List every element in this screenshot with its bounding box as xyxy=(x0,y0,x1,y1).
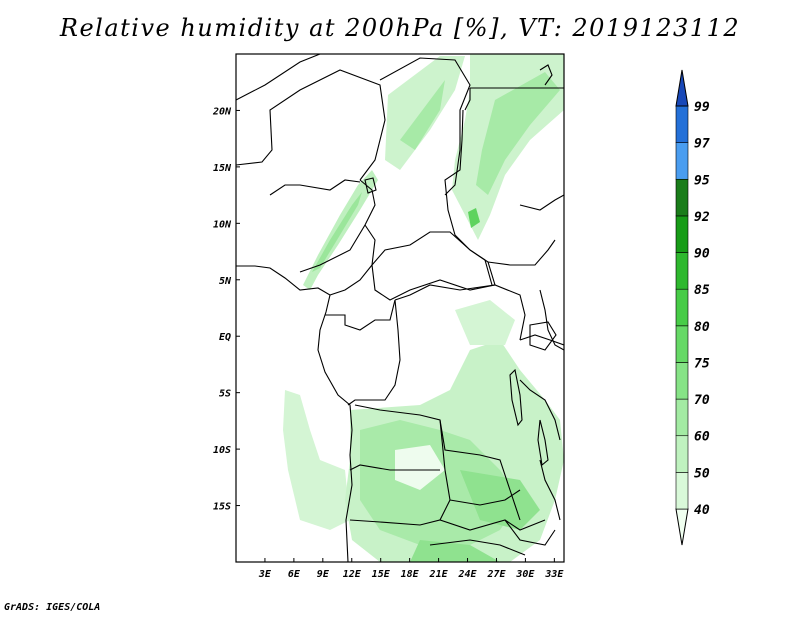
lat-tick-label: 5S xyxy=(219,389,231,400)
border-namibia xyxy=(349,519,546,531)
humidity-area-central-east xyxy=(455,300,515,345)
border-drc-south xyxy=(354,404,521,521)
colorbar-segment xyxy=(675,325,689,363)
lat-tick-label: 20N xyxy=(212,106,232,117)
lat-tick-label: 15N xyxy=(213,163,232,174)
axis-ticks: 3E 6E 9E 12E 15E 18E 21E 24E 27E 30E 33E 20N 15N 10N 5… xyxy=(212,106,564,580)
border-botswana xyxy=(429,539,526,556)
lat-tick-label: 10N xyxy=(213,219,232,230)
border-car xyxy=(371,231,496,301)
border-angola-south xyxy=(349,464,440,471)
lake-malawi xyxy=(537,419,549,467)
colorbar-level-label: 92 xyxy=(694,210,710,225)
lake-chad xyxy=(364,177,377,194)
colorbar-segment xyxy=(675,215,689,253)
colorbar-segment xyxy=(675,142,689,180)
colorbar-level-label: 70 xyxy=(694,393,710,408)
border-angola-east xyxy=(439,419,451,521)
border-zimbabwe xyxy=(504,519,556,546)
colorbar-segment xyxy=(675,288,689,327)
border-algeria-libya xyxy=(236,54,321,101)
colorbar-level-label: 95 xyxy=(694,173,710,188)
colorbar-segment xyxy=(675,398,689,437)
lon-tick-label: 24E xyxy=(457,569,477,580)
border-nigeria-west xyxy=(269,179,361,196)
colorbar-segment xyxy=(675,105,689,143)
border-ethiopia-sudan xyxy=(519,194,564,211)
colorbar-level-label: 50 xyxy=(694,466,710,481)
humidity-area-south-east xyxy=(460,470,540,530)
lon-tick-label: 33E xyxy=(544,569,564,580)
lake-tanganyika xyxy=(509,368,523,427)
colorbar-segment xyxy=(675,362,689,400)
border-tanzania xyxy=(519,379,561,441)
colorbar-segment xyxy=(675,252,689,290)
lon-tick-label: 30E xyxy=(515,569,535,580)
border-zambia xyxy=(449,489,521,506)
coast-red-sea xyxy=(539,64,553,86)
map-frame xyxy=(235,53,565,563)
lon-tick-label: 3E xyxy=(258,569,272,580)
border-east-africa xyxy=(519,334,564,346)
colorbar-level-label: 90 xyxy=(694,247,710,262)
colorbar-level-label: 40 xyxy=(694,503,710,518)
lon-tick-label: 12E xyxy=(343,569,362,580)
coastline-west xyxy=(236,265,353,562)
grads-credit: GrADS: IGES/COLA xyxy=(4,602,101,613)
colorbar-level-label: 85 xyxy=(694,283,710,298)
border-mali-niger xyxy=(236,69,386,181)
humidity-area-north-strip-core xyxy=(400,80,445,150)
colorbar-level-label: 97 xyxy=(694,137,710,152)
lon-tick-label: 6E xyxy=(288,569,301,580)
colorbar-segment xyxy=(675,178,689,217)
country-borders xyxy=(236,54,564,562)
humidity-area-south-gap xyxy=(395,445,445,490)
lon-tick-label: 15E xyxy=(372,569,391,580)
border-mozambique xyxy=(539,459,561,521)
colorbar-level-label: 60 xyxy=(694,430,710,445)
map-title: Relative humidity at 200hPa [%], VT: 201… xyxy=(59,14,741,42)
lon-tick-label: 9E xyxy=(317,569,330,580)
border-cameroon xyxy=(329,224,376,296)
humidity-area-south-bottom xyxy=(410,540,500,562)
lon-tick-label: 18E xyxy=(401,569,420,580)
colorbar-arrow-bottom xyxy=(675,508,689,546)
colorbar-level-label: 75 xyxy=(694,356,710,371)
humidity-area-south-west xyxy=(283,390,350,530)
humidity-area-west-band-core xyxy=(312,192,362,272)
colorbar-arrow-top xyxy=(675,69,689,107)
lake-victoria xyxy=(529,321,557,351)
lon-tick-label: 21E xyxy=(429,569,449,580)
colorbar-segment xyxy=(675,472,689,510)
nile-river xyxy=(464,88,471,111)
border-south-sudan xyxy=(487,239,556,266)
humidity-area-northeast-peak xyxy=(468,208,480,228)
colorbar-level-label: 80 xyxy=(694,320,710,335)
border-gabon-congo xyxy=(325,299,396,331)
border-niger-chad xyxy=(379,57,471,196)
colorbar-segment xyxy=(675,435,689,473)
border-drc-west xyxy=(347,299,401,406)
humidity-area-northeast-core xyxy=(476,72,560,195)
colorbar: 40 50 60 70 75 80 85 90 92 95 97 99 xyxy=(675,69,710,546)
lat-tick-label: EQ xyxy=(219,332,231,343)
border-uganda-kenya xyxy=(539,289,564,351)
lat-tick-label: 10S xyxy=(213,445,231,456)
lat-tick-label: 15S xyxy=(213,502,231,513)
colorbar-level-label: 99 xyxy=(694,100,710,115)
lat-tick-label: 5N xyxy=(219,276,232,287)
lon-tick-label: 27E xyxy=(486,569,506,580)
humidity-shading xyxy=(283,54,564,562)
border-drc-north xyxy=(394,284,526,341)
